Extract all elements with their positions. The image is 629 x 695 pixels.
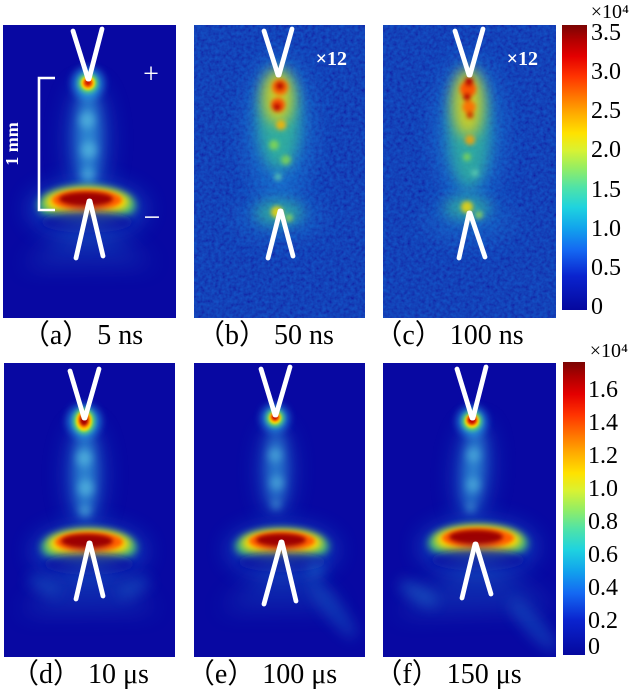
- gain-label: ×12: [507, 48, 538, 70]
- colorbar-bottom-multiplier: ×10⁴: [589, 340, 628, 362]
- cathode-pin-mark: [73, 198, 92, 261]
- anode-pin-mark: [258, 366, 278, 418]
- colorbar-tick-label: 0.2: [588, 608, 618, 634]
- cathode-pin-mark: [278, 208, 296, 259]
- caption-panel-f: （f） 150 μs: [374, 659, 522, 690]
- panel-e-heatmap: [194, 363, 365, 657]
- caption-panel-c: （c） 100 ns: [374, 320, 524, 351]
- caption-panel-a: （a） 5 ns: [21, 320, 144, 351]
- cathode-pin-mark: [261, 539, 284, 607]
- panel-f-heatmap: [383, 363, 556, 657]
- colorbar-tick-label: 3.5: [591, 20, 621, 46]
- colorbar-tick-label: 1.2: [588, 443, 618, 469]
- panel-b-heatmap: ×12: [194, 25, 365, 318]
- anode-pin-mark: [276, 26, 295, 78]
- anode-pin-mark: [261, 28, 281, 78]
- panel-d-image: [4, 363, 175, 657]
- colorbar-tick-label: 1.0: [588, 476, 618, 502]
- colorbar-tick-label: 1.6: [588, 377, 618, 403]
- electrode-marks: [452, 26, 488, 261]
- colorbar-bottom-gradient: [563, 362, 585, 655]
- colorbar-tick-label: 2.0: [591, 137, 621, 163]
- panel-a-heatmap: 1 mm + −: [3, 25, 176, 318]
- colorbar-tick-label: 0: [591, 294, 603, 320]
- colorbar-tick-label: 0: [588, 634, 600, 660]
- electrode-marks: [70, 26, 106, 261]
- colorbar-tick-label: 0.5: [591, 255, 621, 281]
- cathode-pin-mark: [459, 541, 478, 601]
- anode-polarity-label: +: [143, 59, 159, 90]
- colorbar-top-multiplier: ×10⁴: [590, 1, 629, 23]
- electrode-marks: [67, 366, 106, 602]
- anode-pin-mark: [467, 26, 486, 78]
- anode-pin-mark: [86, 26, 105, 82]
- panel-f-image: [383, 363, 556, 657]
- panel-c-heatmap: ×12: [383, 25, 556, 318]
- anode-pin-mark: [454, 366, 475, 421]
- plasma-column: [67, 425, 103, 525]
- cathode-pin-mark: [467, 210, 488, 260]
- trailing-jet: [307, 577, 357, 639]
- panel-e-image: [194, 363, 365, 657]
- colorbar-tick-label: 2.5: [591, 98, 621, 124]
- panel-b-image: ×12: [194, 25, 365, 318]
- colorbar-tick-label: 3.0: [591, 59, 621, 85]
- caption-panel-d: （d） 10 μs: [11, 659, 149, 690]
- electrode-marks: [258, 364, 299, 607]
- electrode-marks: [454, 364, 494, 601]
- caption-panel-b: （b） 50 ns: [197, 320, 334, 351]
- panel-c-image: ×12: [383, 25, 556, 318]
- anode-pin-mark: [273, 364, 293, 418]
- anode-pin-mark: [67, 368, 87, 421]
- cathode-pin-mark: [87, 540, 106, 599]
- cathode-pin-mark: [456, 210, 472, 261]
- cathode-pin-mark: [265, 208, 283, 261]
- cathode-arc-glow: [18, 526, 158, 613]
- colorbar-tick-label: 0.4: [588, 575, 618, 601]
- plasma-column: [455, 423, 491, 519]
- colorbar-tick-label: 0.6: [588, 542, 618, 568]
- trailing-jet: [509, 599, 556, 651]
- anode-pin-mark: [470, 364, 489, 421]
- colorbar-top-gradient: [562, 25, 587, 310]
- colorbar-tick-label: 1.5: [591, 177, 621, 203]
- cathode-arc-glow: [393, 521, 556, 651]
- caption-panel-e: （e） 100 μs: [186, 659, 338, 690]
- colorbar-tick-label: 0.8: [588, 509, 618, 535]
- anode-pin-mark: [82, 366, 102, 421]
- anode-pin-mark: [452, 28, 472, 78]
- anode-spot-glow: [67, 404, 101, 438]
- anode-pin-mark: [70, 28, 91, 82]
- gain-label: ×12: [316, 48, 347, 70]
- colorbar-tick-label: 1.4: [588, 410, 618, 436]
- cathode-polarity-label: −: [144, 201, 161, 234]
- scale-bar-label: 1 mm: [3, 122, 22, 166]
- hot-spots: [460, 77, 483, 219]
- cathode-pin-mark: [87, 198, 106, 259]
- cathode-pin-mark: [73, 540, 92, 602]
- plasma-column: [68, 85, 108, 195]
- cathode-pin-mark: [473, 541, 494, 597]
- cathode-pin-mark: [279, 539, 299, 604]
- plasma-column: [260, 426, 292, 516]
- scale-bracket: [37, 76, 55, 212]
- panel-a-image: 1 mm + −: [3, 25, 176, 318]
- electrode-marks: [261, 26, 296, 261]
- panel-d-heatmap: [4, 363, 175, 657]
- colorbar-tick-label: 1.0: [591, 216, 621, 242]
